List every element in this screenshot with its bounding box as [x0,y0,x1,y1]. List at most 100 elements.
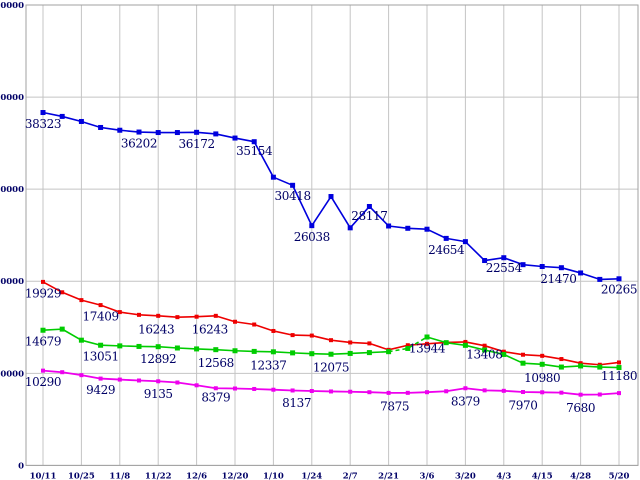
blue-series-marker [347,225,353,231]
blue-series-marker [251,139,257,145]
red-series [41,279,621,367]
blue-series [40,110,622,282]
blue-series-marker [213,131,219,137]
red-series-marker [79,298,84,303]
magenta-series-marker [156,379,161,384]
blue-series-marker [98,124,104,130]
blue-series-marker [117,127,123,133]
plot-frame [25,4,639,466]
green-series-marker [40,327,46,333]
y-tick-label: 0 [18,461,24,471]
point-value-label: 26038 [294,230,330,244]
magenta-series-marker [540,390,545,395]
green-series-marker [98,342,104,348]
blue-series-marker [501,255,507,261]
x-tick-label: 11/22 [145,472,172,480]
red-series-marker [137,312,141,317]
green-series-marker [194,346,200,352]
point-value-label: 12075 [313,361,349,375]
red-series-marker [233,319,237,324]
x-tick-label: 5/20 [609,472,630,480]
magenta-series-marker [559,390,564,395]
blue-series-marker [40,110,46,116]
magenta-series-marker [501,388,506,393]
x-tick-label: 12/6 [186,472,207,480]
green-series-marker [78,337,84,343]
red-series-marker [175,315,180,320]
point-value-label: 10980 [524,371,560,385]
blue-series-marker [443,235,449,241]
green-series-marker [270,349,276,355]
magenta-series-marker [405,390,410,395]
x-tick-label: 1/24 [301,472,322,480]
magenta-series-marker [175,380,180,385]
point-value-label: 8137 [282,396,311,410]
magenta-series-marker [482,388,487,393]
red-series-marker [482,343,487,348]
red-series-marker [540,353,545,358]
red-series-marker [117,310,122,315]
blue-series-marker [597,276,603,282]
red-series-marker [98,303,103,308]
blue-series-marker [309,223,315,229]
red-series-marker [405,343,410,348]
green-series-marker [443,340,449,346]
x-axis-labels: 10/11 10/25 11/8 11/22 12/6 12/20 1/10 1/24 2/7 2… [30,472,630,480]
point-value-label: 7680 [566,401,595,415]
point-value-label: 13408 [466,347,502,361]
point-value-label: 22554 [486,261,523,275]
blue-series-marker [424,226,430,232]
y-axis-labels: 0 10000 20000 30000 40000 50000 [0,1,24,471]
point-value-label: 19929 [25,286,61,300]
green-series-marker [405,345,411,351]
point-value-label: 20265 [601,282,637,296]
x-tick-label: 2/7 [343,472,358,480]
green-series-marker [616,365,622,371]
blue-series-marker [366,203,372,209]
magenta-series-marker [290,388,295,393]
magenta-series-marker [98,376,103,381]
green-series-marker [520,360,526,366]
blue-series-marker [136,129,142,135]
magenta-series-marker [137,378,141,383]
blue-series-marker [290,182,296,188]
magenta-series-marker [194,383,199,388]
point-value-label: 10290 [25,375,61,389]
x-tick-label: 4/15 [532,472,553,480]
point-value-label: 8379 [201,391,230,405]
magenta-series-marker [444,389,449,394]
red-series-marker [213,313,218,318]
point-value-label: 9135 [144,387,173,401]
magenta-series-marker [367,390,372,395]
green-series-marker [213,347,219,353]
point-value-label: 7970 [509,399,538,413]
green-series-marker [424,334,430,340]
x-tick-label: 4/3 [496,472,511,480]
green-series-marker [232,348,238,354]
point-value-label: 12337 [250,358,286,372]
magenta-series [41,368,621,397]
blue-series-marker [59,113,65,119]
blue-series-marker [328,194,334,200]
blue-series-marker [578,270,584,276]
red-series-marker [156,313,161,318]
x-tick-label: 4/28 [570,472,591,480]
magenta-series-marker [386,390,391,395]
green-series-marker [117,343,123,349]
magenta-series-marker [597,392,602,397]
red-series-marker [617,360,621,365]
blue-series-marker [270,174,276,180]
blue-series-marker [462,239,468,245]
green-series-marker [155,344,161,350]
blue-series-marker [520,262,526,268]
red-series-marker [60,290,65,295]
red-series-marker [521,352,525,357]
magenta-series-marker [41,368,45,373]
red-series-marker [309,333,314,338]
red-series-marker [501,349,506,354]
green-series-marker [290,350,296,356]
magenta-series-marker [60,370,65,375]
